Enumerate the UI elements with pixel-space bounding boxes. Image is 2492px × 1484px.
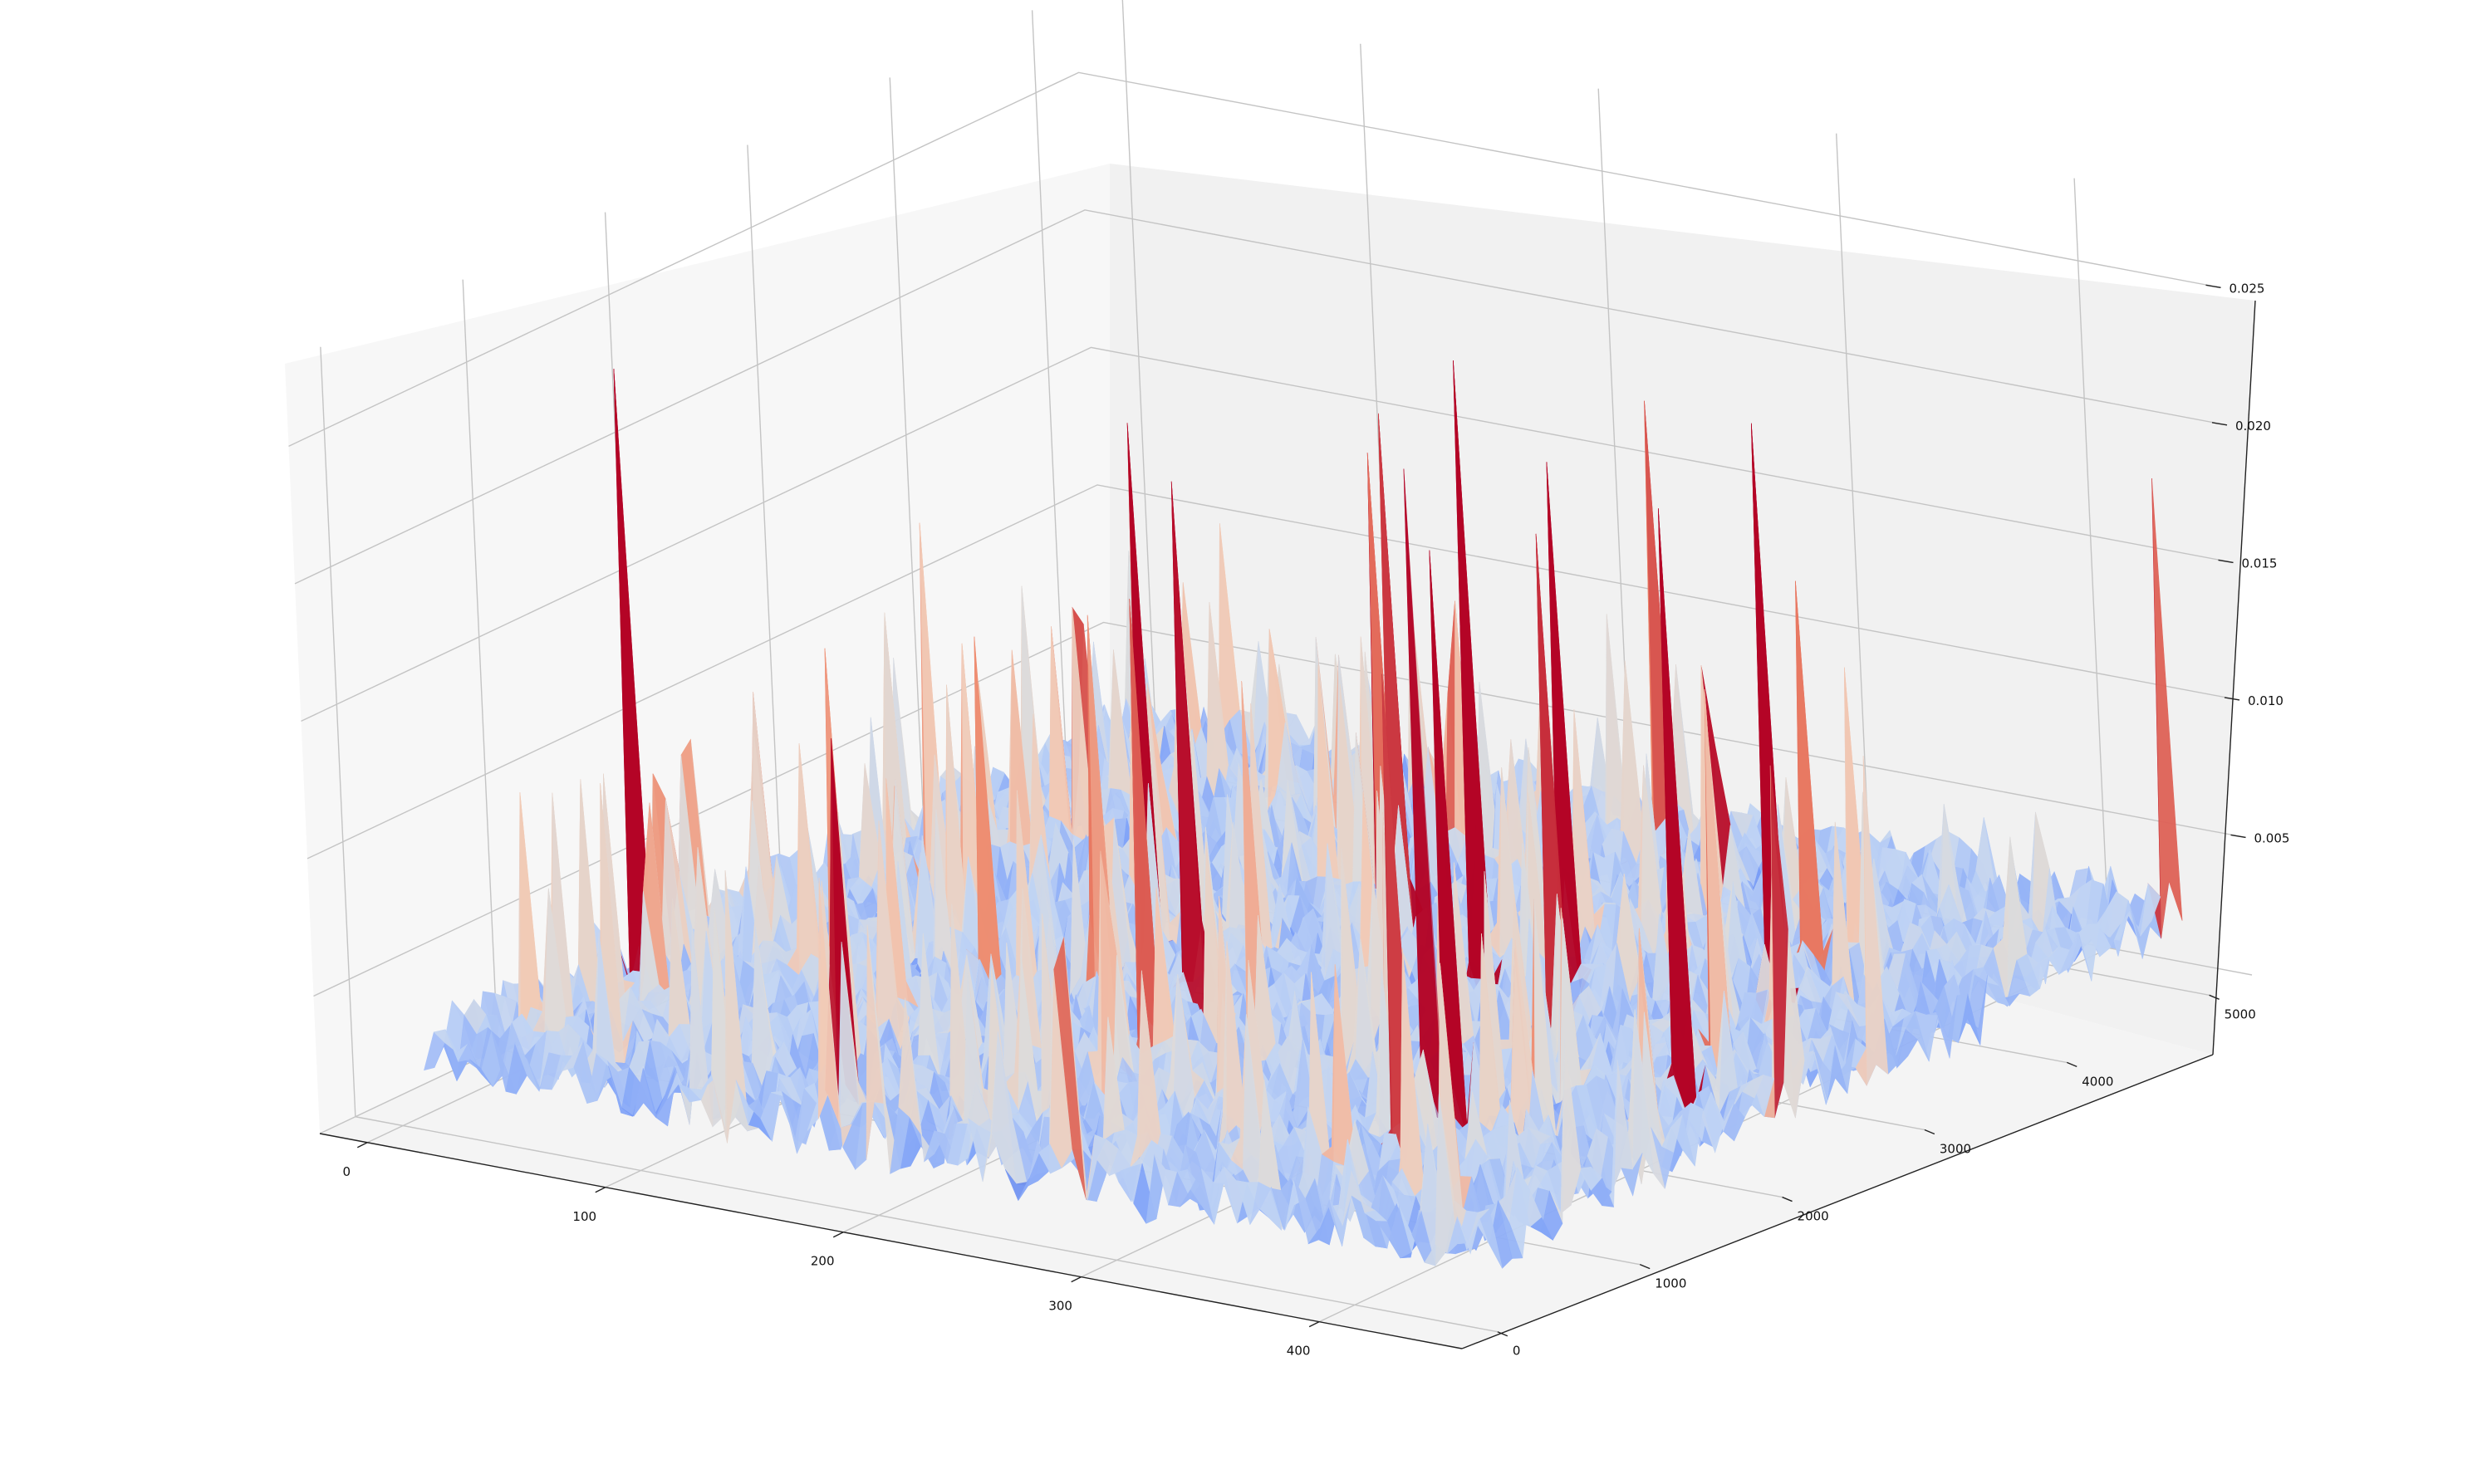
z-grid-line (288, 71, 2221, 447)
surface-mesh (424, 360, 2183, 1269)
z-grid-line (301, 346, 2234, 722)
z-grid-line (294, 209, 2228, 585)
z-grid-line (307, 484, 2240, 860)
z-grid-line (313, 621, 2246, 997)
